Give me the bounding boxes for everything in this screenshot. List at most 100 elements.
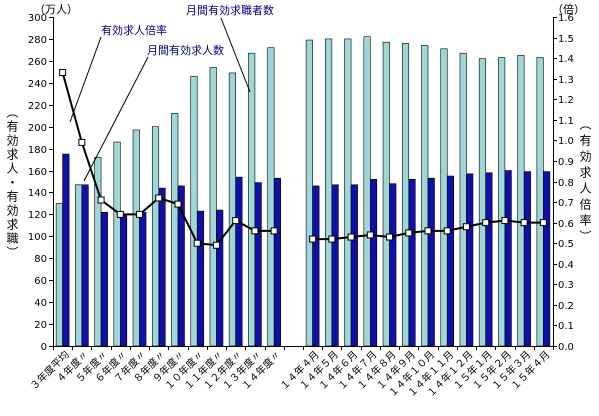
bar-series-1-20: [446, 175, 455, 347]
bar-series-0-8: [209, 67, 217, 347]
left-axis-title: （有効求人・有効求職）: [5, 106, 19, 260]
right-axis-tick-label: 1.1: [558, 116, 574, 127]
ratio-point-2: [97, 196, 105, 204]
callout-openings-label: 月間有効求人数: [147, 43, 224, 57]
left-axis-tick-label: 60: [34, 276, 47, 287]
right-axis-tick-label: 1.2: [558, 95, 574, 106]
axes: [53, 17, 554, 347]
bar-series-1-8: [216, 209, 224, 347]
bar-series-1-5: [158, 187, 166, 347]
bar-series-0-11: [267, 47, 275, 347]
bar-series-1-0: [62, 153, 70, 347]
ratio-point-14: [328, 235, 336, 243]
bar-series-0-1: [75, 184, 83, 347]
bar-series-1-10: [254, 182, 262, 347]
x-axis-ticks: [53, 346, 554, 350]
bar-series-0-25: [536, 57, 544, 347]
ratio-point-19: [424, 227, 432, 235]
callout-seekers-label: 月間有効求職者数: [186, 3, 274, 17]
right-axis-tick-label: 0.5: [558, 239, 574, 250]
bar-series-1-19: [427, 177, 435, 347]
bar-series-0-14: [325, 38, 333, 347]
left-axis-tick-label: 40: [34, 298, 47, 309]
left-axis-tick-label: 260: [28, 57, 47, 68]
callout-pointer-seekers: [220, 17, 251, 93]
left-axis-tick-label: 140: [28, 188, 47, 199]
bar-series-0-15: [344, 38, 352, 347]
ratio-point-16: [366, 231, 374, 239]
right-axis-tick-label: 0.7: [558, 198, 574, 209]
callout-ratio-label: 有効求人倍率: [101, 23, 167, 37]
right-axis-unit: （倍）: [552, 2, 585, 16]
bar-series-1-15: [350, 184, 358, 347]
bar-series-1-4: [139, 211, 147, 347]
bar-series-0-16: [363, 36, 371, 347]
right-axis-tick-label: 0.6: [558, 219, 574, 230]
ratio-point-5: [155, 194, 163, 202]
ratio-point-0: [59, 69, 67, 77]
ratio-point-17: [386, 233, 394, 241]
bar-series-0-7: [190, 75, 198, 347]
bar-series-0-0: [55, 203, 63, 347]
right-axis-title: （有効求人倍率）: [578, 118, 592, 246]
bar-series-1-23: [504, 170, 512, 347]
bar-series-0-3: [113, 141, 121, 347]
bar-series-0-21: [459, 52, 467, 347]
ratio-point-15: [347, 233, 355, 241]
bar-series-1-24: [523, 171, 531, 347]
bar-series-1-16: [370, 179, 378, 347]
bar-series-1-21: [466, 173, 474, 347]
bar-series-1-17: [389, 183, 397, 347]
left-axis-tick-label: 220: [28, 101, 47, 112]
ratio-point-11: [270, 227, 278, 235]
bar-series-0-17: [382, 41, 390, 347]
bar-series-1-18: [408, 179, 416, 347]
callout-pointer-openings: [83, 56, 149, 182]
bar-series-0-22: [478, 58, 486, 347]
ratio-point-25: [539, 219, 547, 227]
left-axis-tick-label: 200: [28, 123, 47, 134]
bar-series-0-19: [421, 45, 429, 347]
left-axis-tick-label: 80: [34, 254, 47, 265]
right-axis-tick-label: 1.4: [558, 54, 574, 65]
ratio-point-24: [520, 219, 528, 227]
ratio-point-21: [462, 223, 470, 231]
right-axis-tick-label: 0.8: [558, 178, 574, 189]
bar-series-0-18: [401, 43, 410, 347]
right-axis-ticks: 0.0 0.1 0.2 0.3 0.4 0.5 0.6 0.7 0.8 0.9 1.0 1.1 1.2 1…: [553, 13, 574, 353]
ratio-point-4: [136, 210, 144, 218]
bar-series-0-13: [305, 39, 313, 347]
bar-series-0-20: [440, 48, 448, 347]
ratio-point-9: [232, 217, 240, 225]
right-axis-tick-label: 1.6: [558, 13, 574, 24]
ratio-point-1: [78, 138, 86, 146]
x-axis-category-labels: ３年度平均４年度〃５年度〃６年度〃７年度〃８年度〃９年度〃１０年度〃１１年度〃１…: [27, 348, 552, 400]
right-axis-tick-label: 0.3: [558, 280, 574, 291]
callouts: 有効求人倍率 月間有効求人数 月間有効求職者数: [69, 3, 274, 182]
bar-series-1-9: [235, 176, 243, 347]
right-axis-tick-label: 1.0: [558, 136, 574, 147]
bar-series-1-3: [120, 215, 128, 347]
ratio-point-8: [212, 241, 220, 249]
right-axis-tick-label: 0.9: [558, 157, 574, 168]
bar-series-0-10: [248, 52, 256, 347]
ratio-line-layer: [59, 69, 547, 249]
left-axis-tick-label: 0: [41, 342, 47, 353]
left-axis-tick-label: 120: [28, 210, 47, 221]
bar-series-0-9: [228, 72, 236, 347]
right-axis-tick-label: 1.3: [558, 75, 574, 86]
bars-layer: [55, 36, 551, 347]
ratio-point-13: [309, 235, 317, 243]
left-axis-tick-label: 20: [34, 320, 47, 331]
right-axis-tick-label: 0.4: [558, 260, 574, 271]
ratio-point-10: [251, 227, 259, 235]
ratio-point-20: [443, 227, 451, 235]
callout-pointer-ratio: [69, 36, 102, 123]
bar-series-1-22: [485, 172, 493, 347]
bar-series-1-2: [100, 211, 108, 347]
bar-series-0-4: [132, 129, 140, 347]
bar-series-1-14: [331, 184, 339, 347]
bar-series-1-11: [273, 177, 281, 347]
right-axis-tick-label: 0.1: [558, 321, 574, 332]
